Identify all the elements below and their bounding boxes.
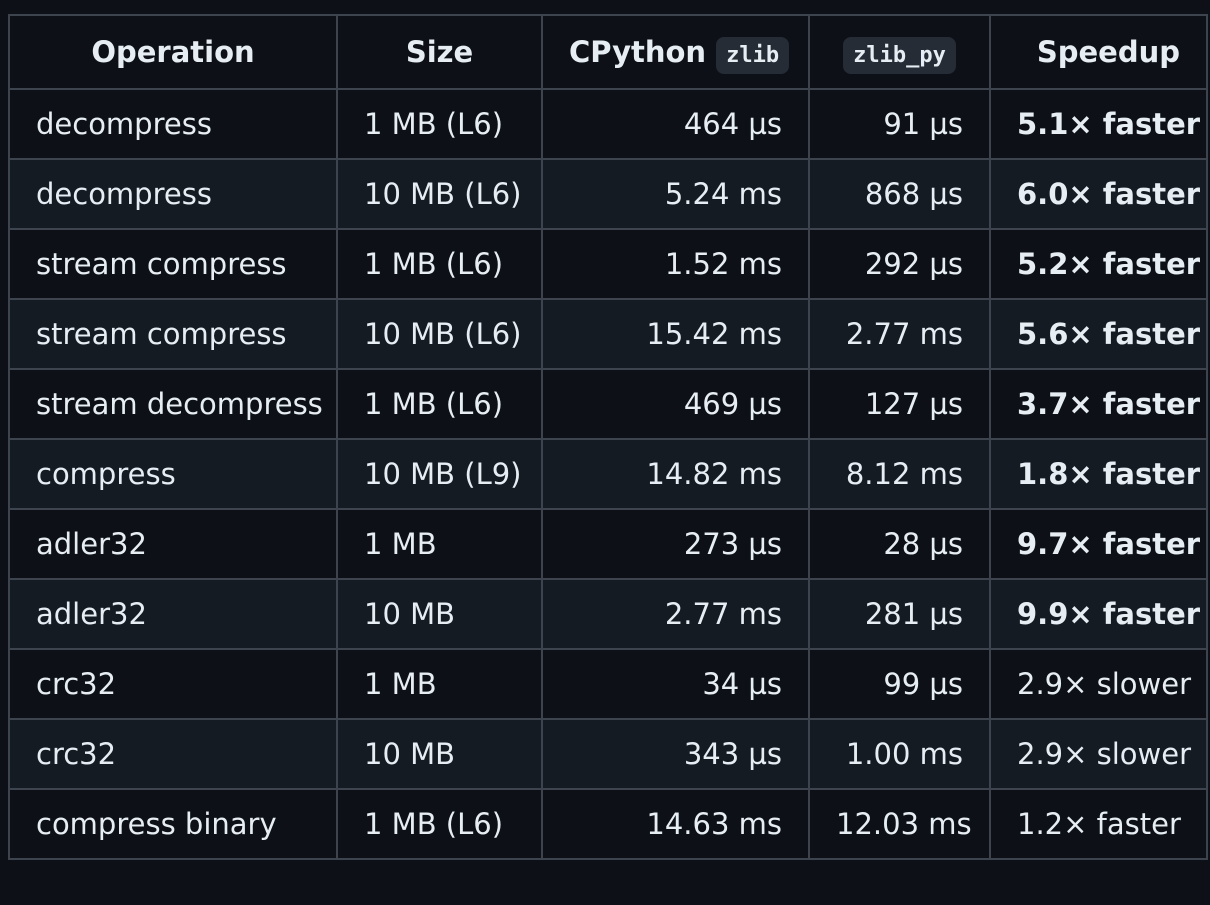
header-row: Operation Size CPython zlib zlib_py Spee… (8, 14, 1208, 90)
cell-cpython-time: 469 µs (541, 368, 810, 440)
cell-cpython-time: 1.52 ms (541, 228, 810, 300)
cell-zlib-py-time: 292 µs (808, 228, 991, 300)
cell-speedup: 5.1× faster (989, 88, 1208, 160)
header-cpython-label: CPython (569, 35, 707, 69)
header-zlib-py: zlib_py (808, 14, 991, 90)
table-row: adler32 10 MB 2.77 ms 281 µs 9.9× faster (8, 578, 1208, 650)
cell-size: 1 MB (L6) (336, 788, 543, 860)
cell-speedup: 1.2× faster (989, 788, 1208, 860)
cell-zlib-py-time: 28 µs (808, 508, 991, 580)
cell-zlib-py-time: 12.03 ms (808, 788, 991, 860)
table-row: stream compress 10 MB (L6) 15.42 ms 2.77 ms… (8, 298, 1208, 370)
header-speedup: Speedup (989, 14, 1208, 90)
cell-speedup: 1.8× faster (989, 438, 1208, 510)
table-body: decompress 1 MB (L6) 464 µs 91 µs 5.1× faste… (8, 88, 1208, 860)
cell-speedup: 5.6× faster (989, 298, 1208, 370)
table-row: compress binary 1 MB (L6) 14.63 ms 12.03 ms… (8, 788, 1208, 860)
table-row: decompress 1 MB (L6) 464 µs 91 µs 5.1× faste… (8, 88, 1208, 160)
table-row: crc32 10 MB 343 µs 1.00 ms 2.9× slower (8, 718, 1208, 790)
cell-size: 1 MB (L6) (336, 88, 543, 160)
header-operation: Operation (8, 14, 338, 90)
cell-operation: adler32 (8, 508, 338, 580)
table-row: compress 10 MB (L9) 14.82 ms 8.12 ms 1.8× fa… (8, 438, 1208, 510)
cell-speedup: 2.9× slower (989, 718, 1208, 790)
header-cpython-code: zlib (716, 37, 790, 74)
cell-cpython-time: 14.82 ms (541, 438, 810, 510)
benchmark-table: Operation Size CPython zlib zlib_py Spee… (8, 14, 1208, 860)
cell-speedup: 5.2× faster (989, 228, 1208, 300)
cell-cpython-time: 14.63 ms (541, 788, 810, 860)
cell-cpython-time: 464 µs (541, 88, 810, 160)
cell-speedup: 2.9× slower (989, 648, 1208, 720)
cell-operation: decompress (8, 88, 338, 160)
cell-cpython-time: 5.24 ms (541, 158, 810, 230)
cell-zlib-py-time: 99 µs (808, 648, 991, 720)
cell-operation: stream compress (8, 298, 338, 370)
cell-zlib-py-time: 127 µs (808, 368, 991, 440)
table-header: Operation Size CPython zlib zlib_py Spee… (8, 14, 1208, 90)
cell-operation: compress (8, 438, 338, 510)
cell-cpython-time: 273 µs (541, 508, 810, 580)
cell-operation: stream compress (8, 228, 338, 300)
table-row: stream decompress 1 MB (L6) 469 µs 127 µs 3.… (8, 368, 1208, 440)
cell-operation: adler32 (8, 578, 338, 650)
cell-cpython-time: 2.77 ms (541, 578, 810, 650)
cell-cpython-time: 15.42 ms (541, 298, 810, 370)
table-row: decompress 10 MB (L6) 5.24 ms 868 µs 6.0× fa… (8, 158, 1208, 230)
cell-zlib-py-time: 8.12 ms (808, 438, 991, 510)
cell-size: 10 MB (L9) (336, 438, 543, 510)
cell-speedup: 9.7× faster (989, 508, 1208, 580)
cell-operation: stream decompress (8, 368, 338, 440)
cell-size: 1 MB (336, 648, 543, 720)
cell-operation: decompress (8, 158, 338, 230)
cell-speedup: 3.7× faster (989, 368, 1208, 440)
cell-size: 1 MB (L6) (336, 368, 543, 440)
cell-size: 10 MB (336, 718, 543, 790)
table-row: stream compress 1 MB (L6) 1.52 ms 292 µs 5.2… (8, 228, 1208, 300)
cell-cpython-time: 34 µs (541, 648, 810, 720)
cell-speedup: 9.9× faster (989, 578, 1208, 650)
header-size: Size (336, 14, 543, 90)
cell-size: 1 MB (336, 508, 543, 580)
cell-operation: compress binary (8, 788, 338, 860)
table-row: crc32 1 MB 34 µs 99 µs 2.9× slower (8, 648, 1208, 720)
cell-size: 10 MB (336, 578, 543, 650)
cell-operation: crc32 (8, 648, 338, 720)
cell-zlib-py-time: 91 µs (808, 88, 991, 160)
cell-speedup: 6.0× faster (989, 158, 1208, 230)
cell-zlib-py-time: 281 µs (808, 578, 991, 650)
header-zlib-py-code: zlib_py (843, 37, 956, 74)
cell-size: 10 MB (L6) (336, 298, 543, 370)
cell-operation: crc32 (8, 718, 338, 790)
table-row: adler32 1 MB 273 µs 28 µs 9.7× faster (8, 508, 1208, 580)
cell-cpython-time: 343 µs (541, 718, 810, 790)
cell-size: 1 MB (L6) (336, 228, 543, 300)
cell-size: 10 MB (L6) (336, 158, 543, 230)
cell-zlib-py-time: 2.77 ms (808, 298, 991, 370)
cell-zlib-py-time: 1.00 ms (808, 718, 991, 790)
header-cpython: CPython zlib (541, 14, 810, 90)
cell-zlib-py-time: 868 µs (808, 158, 991, 230)
